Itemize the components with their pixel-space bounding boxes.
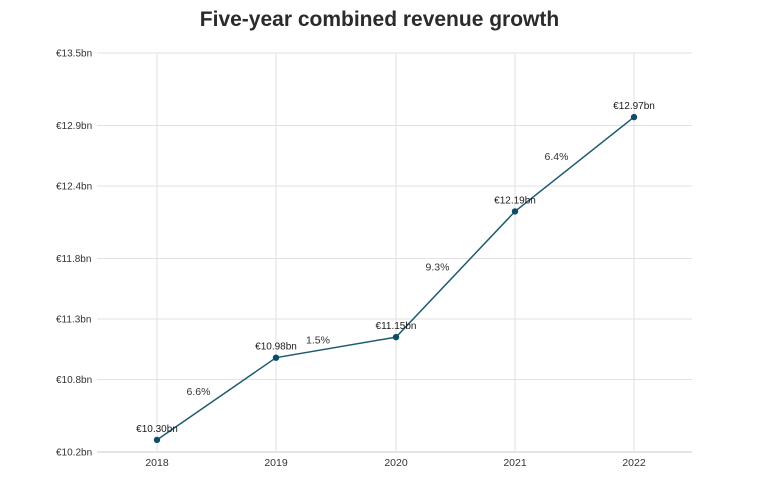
data-label: €11.15bn bbox=[376, 321, 417, 332]
y-tick-label: €12.9bn bbox=[56, 121, 92, 132]
x-tick-label: 2020 bbox=[384, 457, 408, 469]
growth-label: 6.4% bbox=[545, 151, 569, 163]
growth-label: 9.3% bbox=[426, 261, 450, 273]
growth-label: 1.5% bbox=[306, 334, 330, 346]
data-label: €12.19bn bbox=[494, 195, 536, 206]
x-tick-label: 2019 bbox=[264, 457, 288, 469]
data-label: €12.97bn bbox=[613, 101, 655, 112]
data-label: €10.30bn bbox=[136, 424, 178, 435]
data-label: €10.98bn bbox=[255, 342, 297, 353]
x-tick-label: 2022 bbox=[622, 457, 646, 469]
growth-labels: 6.6% 1.5% 9.3% 6.4% bbox=[187, 151, 569, 398]
y-tick-label: €12.4bn bbox=[56, 182, 92, 193]
data-point bbox=[272, 354, 280, 361]
y-tick-label: €11.8bn bbox=[56, 254, 91, 265]
data-point bbox=[392, 333, 400, 341]
data-point bbox=[630, 113, 638, 121]
x-tick-label: 2018 bbox=[145, 457, 169, 469]
data-labels: €10.30bn €10.98bn €11.15bn €12.19bn €12.97bn bbox=[136, 101, 655, 435]
data-point bbox=[153, 436, 161, 444]
data-points bbox=[153, 113, 638, 444]
y-tick-label: €13.5bn bbox=[56, 49, 92, 60]
x-tick-label: 2021 bbox=[503, 457, 527, 469]
chart-title: Five-year combined revenue growth bbox=[199, 8, 560, 31]
y-tick-label: €10.2bn bbox=[56, 448, 92, 459]
x-axis: 2018 2019 2020 2021 2022 bbox=[145, 457, 646, 469]
growth-label: 6.6% bbox=[187, 386, 211, 398]
data-point bbox=[511, 208, 519, 215]
y-axis: €10.2bn €10.8bn €11.3bn €11.8bn €12.4bn €12.9… bbox=[56, 49, 92, 459]
y-tick-label: €10.8bn bbox=[56, 375, 92, 386]
y-tick-label: €11.3bn bbox=[56, 315, 91, 326]
